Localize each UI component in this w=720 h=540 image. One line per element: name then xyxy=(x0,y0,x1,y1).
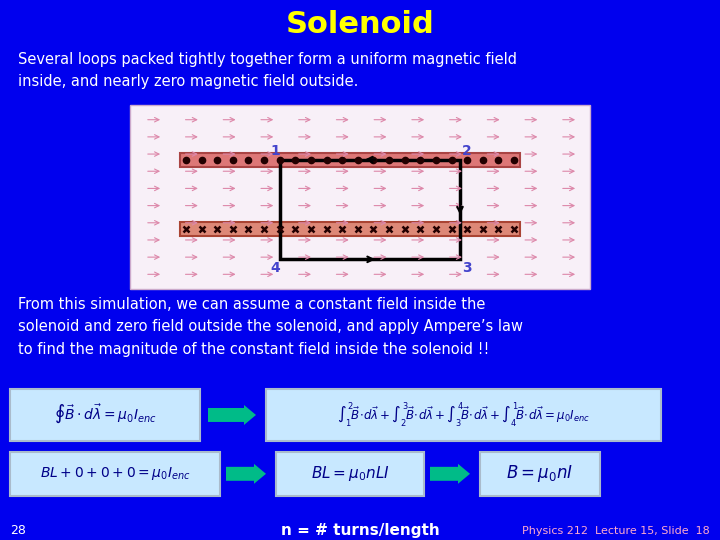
Bar xyxy=(266,389,661,441)
FancyArrow shape xyxy=(430,464,470,484)
Text: $BL + 0 + 0 + 0 = \mu_0 I_{enc}$: $BL + 0 + 0 + 0 = \mu_0 I_{enc}$ xyxy=(40,465,190,482)
Text: $B = \mu_0 nI$: $B = \mu_0 nI$ xyxy=(506,463,574,484)
Text: Several loops packed tightly together form a uniform magnetic field
inside, and : Several loops packed tightly together fo… xyxy=(18,52,517,89)
Text: 28: 28 xyxy=(10,524,26,537)
Bar xyxy=(280,160,460,259)
Text: 2: 2 xyxy=(462,144,472,158)
Text: $BL = \mu_0 nLI$: $BL = \mu_0 nLI$ xyxy=(310,464,390,483)
Text: 1: 1 xyxy=(270,144,280,158)
Text: $\oint \vec{B} \cdot d\vec{\lambda} = \mu_0 I_{enc}$: $\oint \vec{B} \cdot d\vec{\lambda} = \m… xyxy=(54,403,156,427)
Text: n = # turns/length: n = # turns/length xyxy=(281,523,439,538)
Bar xyxy=(10,452,220,496)
Text: Solenoid: Solenoid xyxy=(286,10,434,39)
Bar xyxy=(180,153,520,166)
Text: Physics 212  Lecture 15, Slide  18: Physics 212 Lecture 15, Slide 18 xyxy=(522,525,710,536)
Text: From this simulation, we can assume a constant field inside the
solenoid and zer: From this simulation, we can assume a co… xyxy=(18,297,523,356)
Bar xyxy=(130,105,590,289)
Bar xyxy=(480,452,600,496)
Bar xyxy=(10,389,200,441)
Bar xyxy=(276,452,424,496)
Bar xyxy=(180,222,520,237)
Text: $\int_1^2\!\vec{B}\!\cdot\!d\vec{\lambda}+\int_2^3\!\vec{B}\!\cdot\!d\vec{\lambd: $\int_1^2\!\vec{B}\!\cdot\!d\vec{\lambda… xyxy=(337,401,590,429)
FancyArrow shape xyxy=(226,464,266,484)
Text: 4: 4 xyxy=(270,261,280,275)
FancyArrow shape xyxy=(208,405,256,425)
Text: 3: 3 xyxy=(462,261,472,275)
